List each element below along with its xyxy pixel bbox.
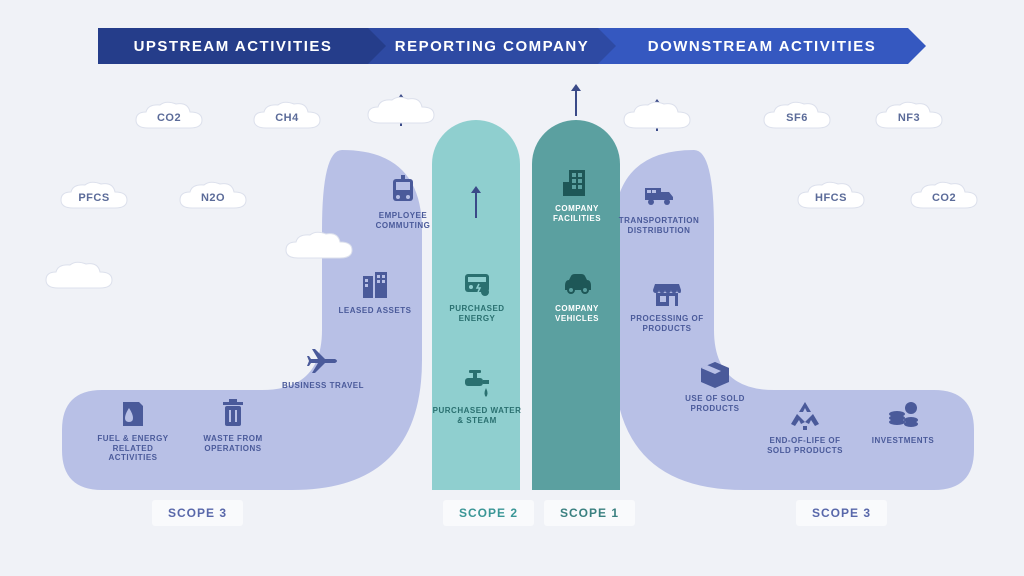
banner-upstream: UPSTREAM ACTIVITIES [98,28,368,64]
item-label: WASTE FROM OPERATIONS [188,434,278,453]
item-meter: PURCHASED ENERGY [432,268,522,323]
item-label: BUSINESS TRAVEL [282,381,364,391]
cloud-co2: CO2 [905,180,983,216]
item-plane: BUSINESS TRAVEL [278,345,368,391]
item-tap: PURCHASED WATER & STEAM [432,370,522,425]
item-box: USE OF SOLD PRODUCTS [670,358,760,413]
item-label: PURCHASED ENERGY [432,304,522,323]
item-truck: TRANSPORTATION DISTRIBUTION [614,180,704,235]
cloud-empty [40,260,118,296]
banner: UPSTREAM ACTIVITIES REPORTING COMPANY DO… [98,28,908,64]
tap-icon [459,370,495,402]
store-icon [649,278,685,310]
item-buildings: LEASED ASSETS [330,270,420,316]
item-tram: EMPLOYEE COMMUTING [358,175,448,230]
fuel-icon [115,398,151,430]
recycle-icon [787,400,823,432]
buildings-icon [357,270,393,302]
banner-downstream: DOWNSTREAM ACTIVITIES [598,28,908,64]
office-icon [559,168,595,200]
tram-icon [385,175,421,207]
banner-reporting: REPORTING COMPANY [368,28,598,64]
item-label: LEASED ASSETS [339,306,412,316]
item-office: COMPANY FACILITIES [532,168,622,223]
item-label: PURCHASED WATER & STEAM [432,406,522,425]
coins-icon [885,400,921,432]
item-label: INVESTMENTS [872,436,934,446]
truck-icon [641,180,677,212]
item-store: PROCESSING OF PRODUCTS [622,278,712,333]
item-coins: INVESTMENTS [858,400,948,446]
item-label: COMPANY FACILITIES [532,204,622,223]
cloud-empty [280,230,358,266]
scope2-label: SCOPE 2 [443,500,534,526]
cloud-sf6: SF6 [758,100,836,136]
box-icon [697,358,733,390]
item-recycle: END-OF-LIFE OF SOLD PRODUCTS [760,400,850,455]
cloud-hfcs: HFCS [792,180,870,216]
item-fuel: FUEL & ENERGY RELATED ACTIVITIES [88,398,178,463]
item-label: FUEL & ENERGY RELATED ACTIVITIES [88,434,178,463]
scope3-left-label: SCOPE 3 [152,500,243,526]
cloud-n2o: N2O [174,180,252,216]
cloud-empty [362,95,440,131]
scope1-label: SCOPE 1 [544,500,635,526]
scope3-right-label: SCOPE 3 [796,500,887,526]
cloud-co2: CO2 [130,100,208,136]
meter-icon [459,268,495,300]
item-label: EMPLOYEE COMMUTING [358,211,448,230]
cloud-empty [618,100,696,136]
item-label: END-OF-LIFE OF SOLD PRODUCTS [760,436,850,455]
trash-icon [215,398,251,430]
item-car: COMPANY VEHICLES [532,268,622,323]
cloud-pfcs: PFCS [55,180,133,216]
item-label: COMPANY VEHICLES [532,304,622,323]
item-label: USE OF SOLD PRODUCTS [670,394,760,413]
cloud-nf3: NF3 [870,100,948,136]
item-trash: WASTE FROM OPERATIONS [188,398,278,453]
car-icon [559,268,595,300]
arrow-icon [575,90,577,116]
plane-icon [305,345,341,377]
arrow-icon [475,192,477,218]
cloud-ch4: CH4 [248,100,326,136]
item-label: TRANSPORTATION DISTRIBUTION [614,216,704,235]
item-label: PROCESSING OF PRODUCTS [622,314,712,333]
